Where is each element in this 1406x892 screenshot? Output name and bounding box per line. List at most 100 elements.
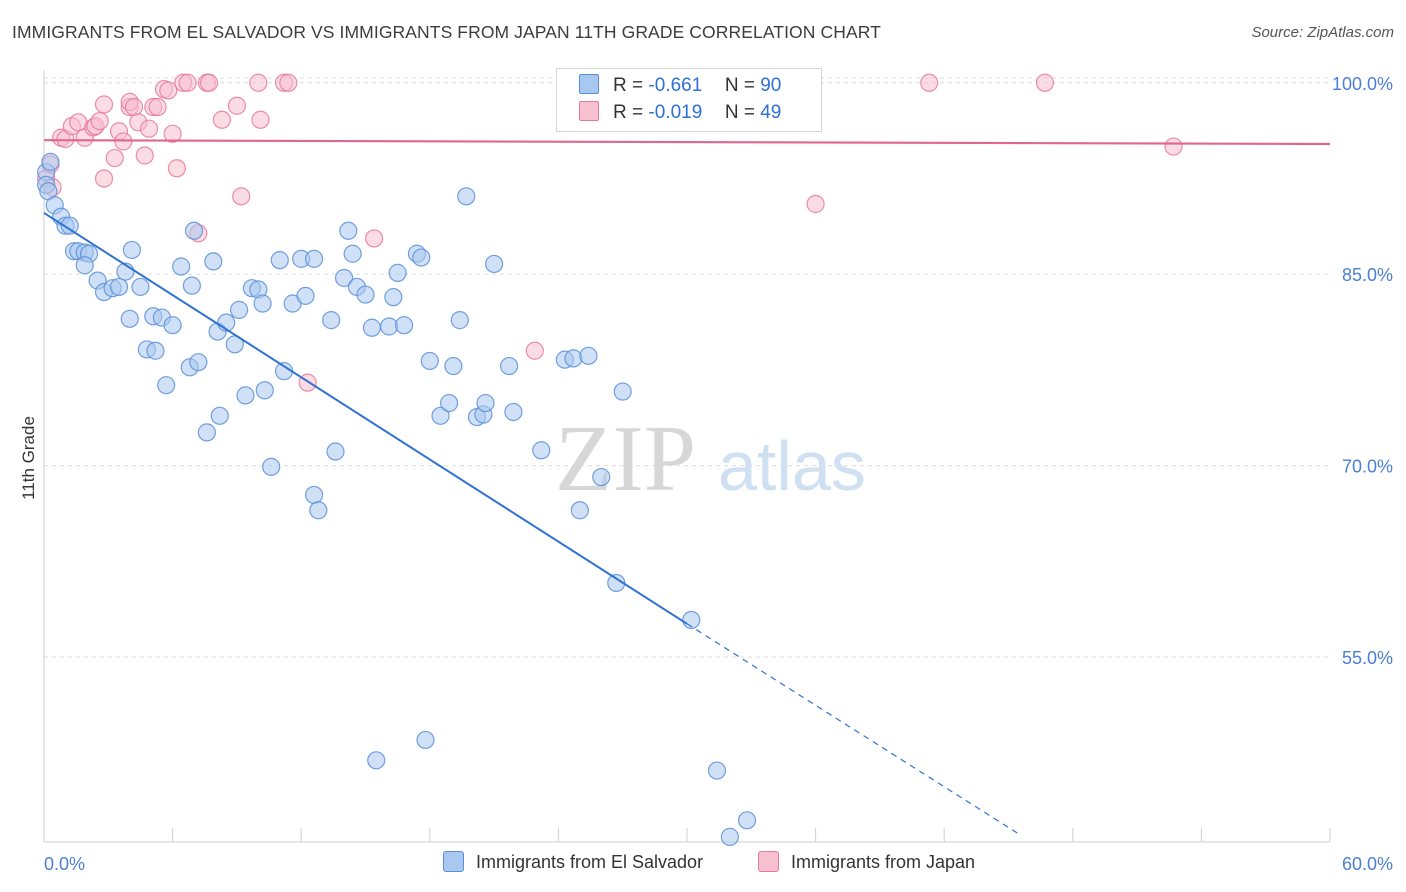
data-point (367, 751, 386, 770)
data-point (504, 402, 523, 422)
data-point (197, 423, 216, 442)
legend-r-value: -0.661 (648, 75, 703, 96)
legend-swatch-pink (579, 101, 599, 121)
series-legend-label: Immigrants from Japan (791, 852, 976, 872)
data-point (457, 187, 476, 206)
data-point (579, 346, 598, 365)
data-point (379, 317, 399, 336)
data-point (364, 229, 384, 248)
correlation-legend: R = -0.661 N = 90 R = -0.019 N = 49 (556, 68, 822, 132)
source-label: Source: ZipAtlas.com (1251, 24, 1394, 41)
legend-r-label: R = (613, 75, 644, 96)
data-point (420, 351, 439, 371)
data-point (412, 248, 431, 267)
data-point (163, 316, 182, 335)
grid-lines (44, 77, 1330, 658)
legend-n-value: 90 (760, 75, 782, 96)
legend-r-label: R = (613, 102, 644, 123)
data-point (394, 316, 414, 335)
data-point (720, 827, 739, 846)
data-point (444, 356, 463, 376)
data-point (204, 252, 223, 271)
data-point (199, 73, 219, 92)
series-legend-japan: Immigrants from Japan (758, 851, 975, 873)
data-point (304, 485, 324, 505)
data-point (806, 194, 825, 214)
data-point (94, 169, 114, 188)
data-point (135, 146, 154, 165)
data-point (920, 73, 939, 92)
y-tick-label: 70.0% (1342, 457, 1393, 477)
series-legend-el-salvador: Immigrants from El Salvador (443, 851, 703, 873)
series-legend-label: Immigrants from El Salvador (476, 852, 704, 872)
chart-title: IMMIGRANTS FROM EL SALVADOR VS IMMIGRANT… (12, 22, 881, 42)
data-point (525, 341, 544, 360)
data-point (251, 110, 270, 129)
data-point (450, 311, 469, 330)
legend-row-japan: R = -0.019 N = 49 (579, 101, 781, 127)
trend-lines (43, 139, 1331, 837)
data-point (184, 221, 204, 240)
series-swatch-pink (758, 851, 779, 872)
data-point (304, 249, 324, 268)
data-point (105, 148, 124, 168)
y-tick-label: 100.0% (1332, 74, 1393, 94)
data-point (227, 96, 246, 115)
series-el-salvador-points (37, 152, 757, 846)
x-tick-label: 0.0% (44, 854, 85, 874)
data-point (270, 251, 289, 270)
data-point (122, 240, 141, 260)
data-point (362, 318, 382, 337)
data-point (253, 294, 272, 313)
data-point (249, 73, 268, 92)
x-tick-label: 60.0% (1342, 854, 1393, 874)
tick-labels: 55.0% 70.0% 85.0% 100.0% 0.0% 60.0% (44, 74, 1393, 874)
data-point (232, 187, 251, 206)
data-point (182, 276, 201, 295)
data-point (75, 256, 94, 275)
data-point (737, 811, 757, 830)
data-point (159, 81, 178, 100)
legend-n-label: N = (724, 102, 755, 123)
data-point (167, 159, 186, 178)
data-point (163, 124, 182, 143)
data-point (334, 268, 354, 288)
y-axis-label: 11th Grade (19, 416, 38, 500)
data-point (439, 393, 459, 413)
data-point (343, 244, 362, 263)
data-point (707, 761, 727, 780)
data-point (139, 119, 159, 138)
legend-row-el-salvador: R = -0.661 N = 90 (579, 74, 781, 100)
data-point (146, 341, 165, 360)
data-point (178, 73, 197, 92)
data-point (309, 501, 328, 520)
data-point (388, 263, 407, 282)
data-point (41, 152, 60, 171)
trend-line-el-salvador-extension (686, 623, 1022, 837)
data-point (236, 386, 255, 405)
data-point (296, 286, 315, 305)
data-point (592, 467, 611, 487)
data-point (279, 73, 298, 92)
data-point (120, 309, 139, 328)
data-point (570, 501, 589, 520)
data-point (262, 457, 281, 476)
trend-line-japan (43, 139, 1331, 146)
data-point (1164, 137, 1183, 156)
data-point (60, 216, 79, 235)
data-point (564, 349, 583, 368)
data-point (157, 376, 176, 395)
data-point (229, 300, 249, 319)
data-point (124, 97, 144, 117)
series-swatch-blue (443, 851, 464, 872)
data-point (1035, 73, 1055, 92)
data-point (500, 356, 519, 376)
data-point (212, 110, 231, 129)
data-point (476, 393, 495, 413)
legend-n-value: 49 (760, 102, 782, 123)
trend-line-el-salvador (43, 212, 688, 625)
legend-swatch-blue (579, 74, 599, 94)
data-point (90, 111, 109, 131)
data-point (416, 730, 435, 750)
